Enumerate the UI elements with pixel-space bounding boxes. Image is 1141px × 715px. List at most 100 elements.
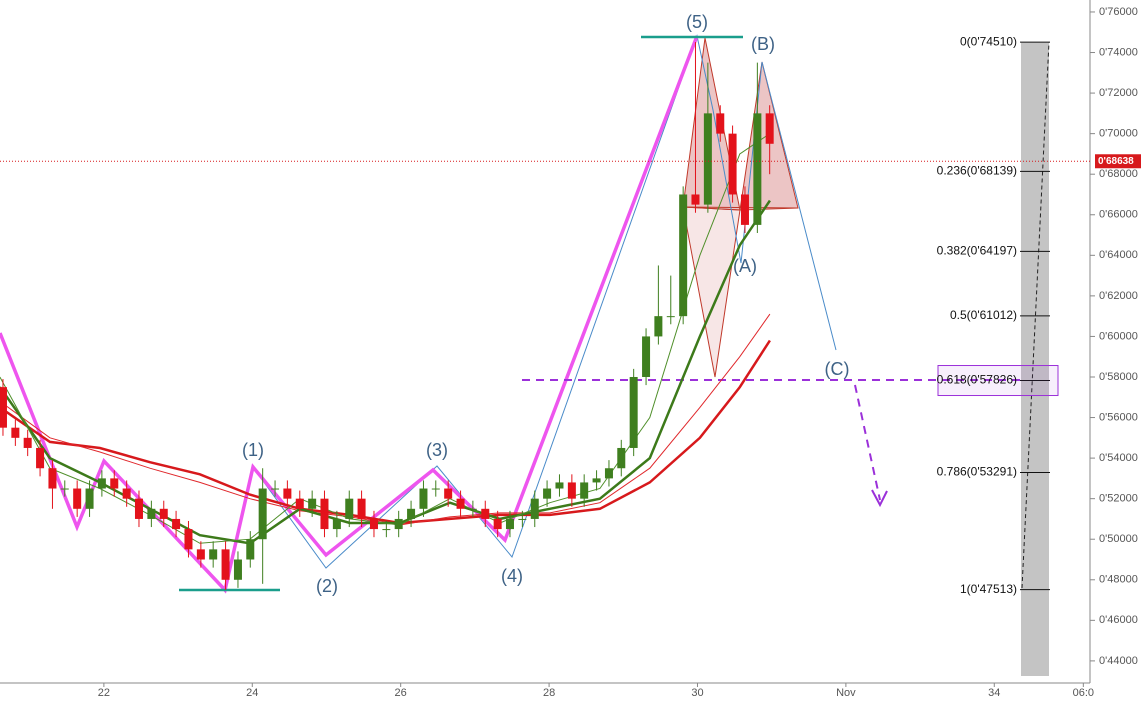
y-tick-label: 0'66000 xyxy=(1099,209,1138,221)
candle-body xyxy=(233,559,242,580)
candle-body xyxy=(147,508,156,519)
fib-label: 0.786(0'53291) xyxy=(937,465,1017,479)
x-tick-label: Nov xyxy=(836,687,856,699)
candle-body xyxy=(456,498,465,509)
candle-body xyxy=(357,498,366,519)
y-tick-label: 0'70000 xyxy=(1099,128,1138,140)
x-tick-label: 28 xyxy=(543,687,555,699)
wave-label: (1) xyxy=(242,440,264,460)
y-tick-label: 0'68000 xyxy=(1099,168,1138,180)
y-tick-label: 0'54000 xyxy=(1099,452,1138,464)
candle-body xyxy=(592,478,601,483)
wave-label: (5) xyxy=(686,12,708,32)
y-tick-label: 0'44000 xyxy=(1099,655,1138,667)
candle-body xyxy=(184,529,193,550)
fib-highlight xyxy=(937,365,1059,397)
candle-body xyxy=(431,488,440,490)
projection-arrow xyxy=(854,384,881,501)
candle-body xyxy=(716,113,725,134)
wave-label: (3) xyxy=(426,440,448,460)
y-tick-label: 0'60000 xyxy=(1099,330,1138,342)
candle-body xyxy=(604,468,613,479)
candle-body xyxy=(518,518,527,520)
fib-label: 0(0'74510) xyxy=(960,34,1017,48)
candle-body xyxy=(196,549,205,560)
candle-body xyxy=(159,508,168,519)
wave-label: (B) xyxy=(751,34,775,54)
candle-body xyxy=(555,482,564,489)
fib-label: 0.236(0'68139) xyxy=(937,164,1017,178)
candle-body xyxy=(0,387,7,428)
candle-body xyxy=(629,376,638,448)
candle-body xyxy=(85,488,94,509)
candle-body xyxy=(110,478,119,489)
candle-body xyxy=(567,482,576,499)
harmonic-shape xyxy=(682,206,741,378)
wave-label: (4) xyxy=(501,566,523,586)
candle-body xyxy=(740,194,749,225)
x-tick-label: 06:0 xyxy=(1073,687,1094,699)
candle-body xyxy=(97,478,106,489)
candle-body xyxy=(122,488,131,499)
x-tick-label: 24 xyxy=(246,687,258,699)
candle-body xyxy=(134,498,143,519)
y-tick-label: 0'74000 xyxy=(1099,46,1138,58)
fib-label: 0.5(0'61012) xyxy=(950,308,1017,322)
x-tick-label: 26 xyxy=(395,687,407,699)
wave-label: (2) xyxy=(316,576,338,596)
harmonic-line xyxy=(682,206,799,209)
candle-body xyxy=(666,316,675,318)
fib-label: 0.618(0'57826) xyxy=(937,373,1017,387)
arrow-head xyxy=(871,489,888,508)
wave-label: (A) xyxy=(733,256,757,276)
candle-body xyxy=(382,529,391,531)
fib-label: 1(0'47513) xyxy=(960,582,1017,596)
candle-body xyxy=(543,488,552,499)
y-tick-label: 0'56000 xyxy=(1099,411,1138,423)
fib-bar xyxy=(1021,42,1049,676)
candle-body xyxy=(468,508,477,510)
candle-body xyxy=(209,549,218,560)
candle-body xyxy=(332,518,341,530)
candle-body xyxy=(642,336,651,377)
candle-body xyxy=(394,518,403,530)
candle-body xyxy=(295,498,304,509)
candle-body xyxy=(345,498,354,519)
x-tick-label: 22 xyxy=(98,687,110,699)
candle-body xyxy=(728,133,737,195)
candle-body xyxy=(679,194,688,317)
candle-body xyxy=(703,113,712,205)
candle-body xyxy=(580,482,589,499)
candle-body xyxy=(172,518,181,530)
candle-body xyxy=(11,427,20,438)
candle-body xyxy=(258,488,267,540)
y-tick-label: 0'48000 xyxy=(1099,574,1138,586)
y-tick-label: 0'64000 xyxy=(1099,249,1138,261)
candle-body xyxy=(308,498,317,509)
y-tick-label: 0'46000 xyxy=(1099,614,1138,626)
x-tick-label: 34 xyxy=(988,687,1000,699)
candle-body xyxy=(481,508,490,519)
candle-body xyxy=(691,194,700,205)
wave-labels: (1) (2) (3) (4) (5) (A) (B) (C) xyxy=(242,12,850,596)
plot xyxy=(0,42,774,590)
fib-trend-line xyxy=(1021,41,1050,589)
y-tick-label: 0'76000 xyxy=(1099,6,1138,18)
candle-body xyxy=(320,498,329,530)
y-tick-label: 0'72000 xyxy=(1099,87,1138,99)
candle-body xyxy=(765,113,774,144)
candle-body xyxy=(271,488,280,490)
y-tick-label: 0'62000 xyxy=(1099,290,1138,302)
candle-body xyxy=(246,539,255,560)
candle-body xyxy=(407,508,416,519)
y-tick-label: 0'50000 xyxy=(1099,533,1138,545)
fib-label: 0.382(0'64197) xyxy=(937,243,1017,257)
candle-body xyxy=(654,316,663,337)
x-tick-label: 30 xyxy=(691,687,703,699)
y-tick-label: 0'52000 xyxy=(1099,493,1138,505)
candle-body xyxy=(369,518,378,530)
wave-label: (C) xyxy=(825,359,850,379)
last-price-tag xyxy=(1095,154,1141,169)
